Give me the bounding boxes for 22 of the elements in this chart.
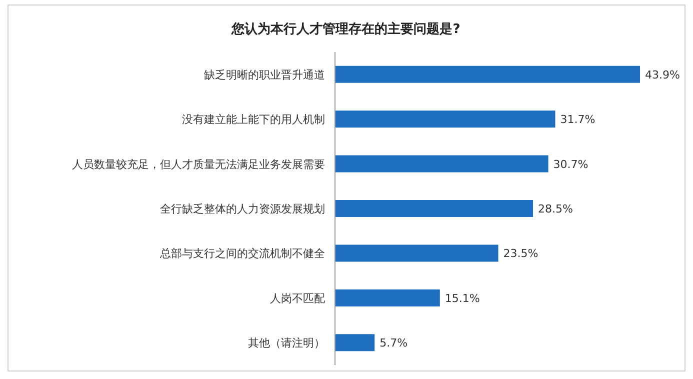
y-tick-label: 全行缺乏整体的人力资源发展规划 (160, 202, 325, 216)
data-label: 43.9% (645, 68, 680, 82)
y-tick-label: 没有建立能上能下的用人机制 (182, 113, 325, 126)
bar (335, 66, 640, 83)
y-tick-label: 人岗不匹配 (270, 292, 325, 305)
bar (335, 289, 440, 306)
y-tick-label: 人员数量较充足，但人才质量无法满足业务发展需要 (72, 158, 325, 171)
bar (335, 110, 556, 128)
bar (335, 334, 375, 352)
y-tick-label: 缺乏明晰的职业晋升通道 (204, 68, 325, 82)
bar (335, 244, 498, 262)
y-tick-label: 总部与支行之间的交流机制不健全 (159, 247, 325, 260)
chart-title: 您认为本行人才管理存在的主要问题是? (230, 21, 460, 37)
data-label: 31.7% (560, 113, 596, 126)
bar (335, 200, 534, 217)
bar (335, 155, 548, 172)
data-label: 5.7% (380, 336, 408, 350)
data-label: 28.5% (538, 202, 573, 216)
y-tick-label: 其他（请注明） (248, 336, 325, 350)
data-label: 30.7% (553, 158, 588, 171)
data-label: 23.5% (503, 247, 538, 260)
data-label: 15.1% (444, 292, 480, 305)
